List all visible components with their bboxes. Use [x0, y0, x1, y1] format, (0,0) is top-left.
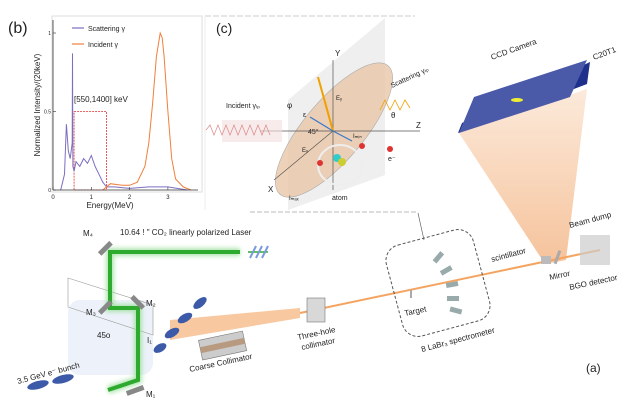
zoom-guide-arrow — [417, 212, 425, 241]
axis-y-label: Y — [335, 49, 341, 58]
ex-label: Eₓ — [302, 148, 308, 154]
beam-dump-label: Beam dump — [568, 210, 613, 230]
intensity-ellipse — [275, 62, 393, 198]
window-annotation: [550,1400] keV — [74, 95, 128, 104]
bgo-label: BGO detector — [569, 273, 619, 292]
chamber-angle-label: 45o — [97, 331, 111, 340]
scattering-label: Scattering γₗₚ — [390, 66, 430, 90]
interaction-chamber — [68, 300, 153, 375]
panel-c-label: (c) — [216, 20, 232, 36]
ccd-camera-sensor — [459, 60, 587, 133]
free-electron — [387, 146, 393, 152]
nucleus-2 — [338, 158, 346, 166]
electron-label: e⁻ — [388, 156, 396, 163]
m1-label: M₁ — [146, 390, 156, 399]
orbital-electron — [317, 160, 323, 166]
ey-label: Eᵧ — [336, 96, 342, 102]
y-tick-label: 1 — [48, 31, 51, 37]
chart-frame — [51, 15, 203, 193]
panel-b-chart: (b) 0 1 2 3 0 0.5 1 Energy(MeV) Normalized Int… — [8, 15, 203, 210]
x-tick-label: 1 — [90, 195, 94, 201]
m2-label: M₂ — [146, 299, 156, 308]
y-tick-label: 0.5 — [44, 110, 51, 116]
series-line-incident — [102, 31, 192, 191]
x-axis-line — [273, 130, 334, 181]
e-vector-label: ε — [303, 112, 306, 119]
legend-scattering: Scattering γ — [88, 26, 125, 33]
ccd-label: CCD Camera — [490, 37, 539, 62]
x-tick-label: 3 — [166, 195, 170, 201]
interaction-point-label: I₁ — [147, 336, 152, 345]
orbital-electron-2 — [359, 143, 365, 149]
atom-label: atom — [332, 195, 348, 202]
scattered-polarization-arrow — [317, 76, 334, 132]
legend-incident: Incident γ — [88, 42, 118, 49]
energy-window-box — [73, 111, 108, 191]
i-min-arrow — [332, 130, 353, 142]
x-tick-label: 0 — [51, 195, 55, 201]
y-axis-label: Normalized Intensity/(20keV) — [33, 53, 42, 156]
m3-label: M₃ — [86, 308, 96, 317]
scintillator-label: scintillator — [490, 246, 527, 264]
m4-label: M₄ — [83, 229, 93, 238]
mirror-m2 — [130, 294, 146, 310]
mirror-label: Mirror — [549, 269, 572, 282]
beam-dump — [580, 235, 610, 265]
panel-c-diagram: (c) Y Z X Scattering γₗₚ θ φ Incident γₗ… — [204, 15, 430, 210]
x-tick-label: 2 — [128, 195, 132, 201]
ccd-beam-spot — [511, 98, 523, 102]
laser-label: 10.64 ! " CO₂ linearly polarized Laser — [120, 228, 252, 237]
angle-label: 45° — [308, 128, 319, 136]
i-min-label: Iₘᵢₙ — [353, 134, 362, 140]
incident-wave — [205, 124, 271, 136]
laser-beam — [107, 250, 240, 392]
ccd-model-label: C20T1 — [592, 45, 618, 62]
mirror-m3 — [97, 299, 113, 315]
mirror-m1 — [125, 385, 145, 396]
y-tick-label: 0 — [48, 188, 51, 194]
labr3-detectors — [432, 251, 463, 315]
gamma-beam — [299, 249, 601, 314]
i-max-label: Iₘₐₓ — [289, 196, 299, 202]
gamma-cone — [170, 308, 300, 340]
chamber-plane — [67, 277, 154, 336]
panel-a-label: (a) — [586, 361, 601, 375]
three-hole-collimator — [306, 297, 326, 323]
target — [410, 290, 412, 298]
phi-label: φ — [287, 101, 292, 110]
incident-wave-packet — [222, 120, 282, 142]
mirror — [553, 250, 562, 265]
electron-bunches — [27, 297, 207, 390]
panel-b-label: (b) — [8, 20, 28, 37]
panel-a-setup: CCD Camera C20T1 45o 3.5 GeV e⁻ bunch 10… — [16, 37, 618, 399]
spectrometer-label: 8 LaBr₃ spectrometer — [420, 326, 496, 354]
scintillator — [541, 256, 551, 264]
theta-label: θ — [391, 111, 396, 120]
coarse-collimator — [198, 330, 247, 361]
laser-pulse-icon — [249, 245, 269, 259]
e-vector-arrow — [309, 116, 334, 132]
chart-marks — [60, 31, 192, 191]
target-label: Target — [404, 304, 428, 318]
scintillation-light-cone — [459, 89, 587, 264]
incident-label: Incident γₗₚ — [226, 103, 260, 110]
mirror-m4 — [97, 240, 113, 256]
x-axis-label: Energy(MeV) — [86, 201, 133, 210]
scattered-wave — [379, 99, 411, 111]
axis-x-label: X — [268, 185, 274, 194]
series-line-scattering — [60, 53, 188, 191]
axis-z-label: Z — [416, 121, 421, 130]
